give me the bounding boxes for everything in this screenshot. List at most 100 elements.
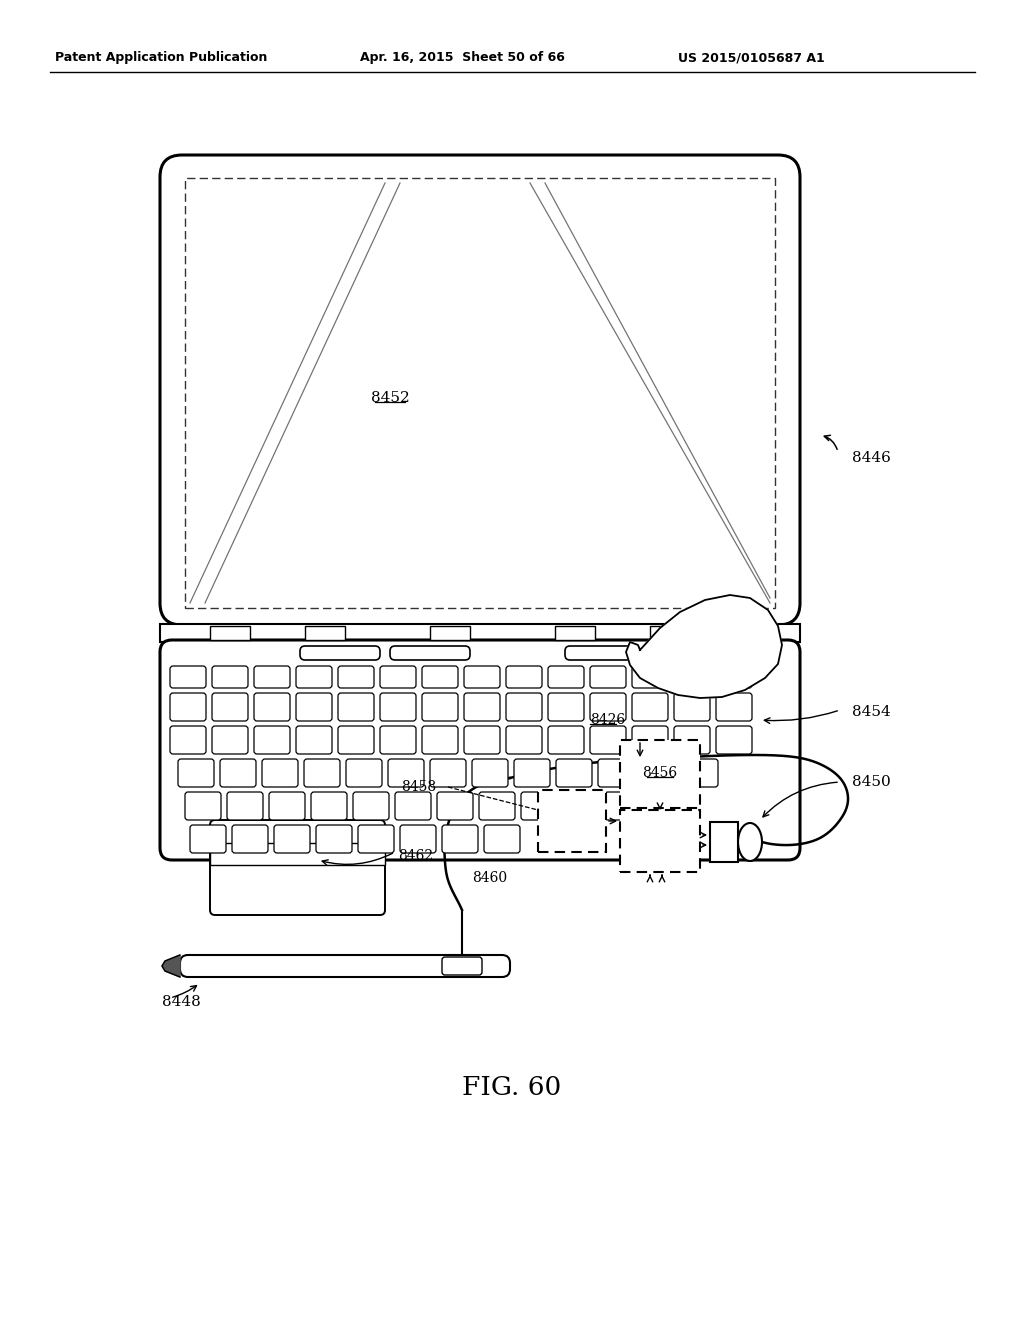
Bar <box>710 822 738 862</box>
Text: 8454: 8454 <box>852 705 891 719</box>
Polygon shape <box>626 595 782 698</box>
FancyBboxPatch shape <box>442 825 478 853</box>
FancyBboxPatch shape <box>296 726 332 754</box>
Text: FIG. 60: FIG. 60 <box>463 1074 561 1100</box>
FancyBboxPatch shape <box>682 759 718 787</box>
Text: Patent Application Publication: Patent Application Publication <box>55 51 267 65</box>
Text: 8446: 8446 <box>852 451 891 465</box>
FancyBboxPatch shape <box>422 667 458 688</box>
FancyBboxPatch shape <box>556 759 592 787</box>
FancyBboxPatch shape <box>563 792 599 820</box>
FancyBboxPatch shape <box>380 667 416 688</box>
FancyBboxPatch shape <box>170 726 206 754</box>
FancyBboxPatch shape <box>212 726 248 754</box>
FancyBboxPatch shape <box>590 667 626 688</box>
FancyBboxPatch shape <box>180 954 510 977</box>
FancyBboxPatch shape <box>269 792 305 820</box>
FancyBboxPatch shape <box>479 792 515 820</box>
FancyBboxPatch shape <box>170 667 206 688</box>
FancyBboxPatch shape <box>506 693 542 721</box>
FancyBboxPatch shape <box>660 645 705 660</box>
FancyBboxPatch shape <box>632 667 668 688</box>
FancyBboxPatch shape <box>716 726 752 754</box>
FancyBboxPatch shape <box>185 792 221 820</box>
FancyBboxPatch shape <box>346 759 382 787</box>
Text: 8462: 8462 <box>398 849 433 863</box>
Polygon shape <box>162 954 180 977</box>
Bar <box>620 810 700 873</box>
FancyBboxPatch shape <box>380 726 416 754</box>
FancyBboxPatch shape <box>514 759 550 787</box>
FancyBboxPatch shape <box>296 667 332 688</box>
Bar <box>555 626 595 640</box>
FancyBboxPatch shape <box>254 667 290 688</box>
Bar <box>538 789 606 851</box>
FancyBboxPatch shape <box>274 825 310 853</box>
FancyBboxPatch shape <box>674 726 710 754</box>
Bar <box>650 626 690 640</box>
FancyBboxPatch shape <box>160 640 800 861</box>
FancyBboxPatch shape <box>296 693 332 721</box>
FancyBboxPatch shape <box>380 693 416 721</box>
FancyBboxPatch shape <box>220 759 256 787</box>
FancyBboxPatch shape <box>170 693 206 721</box>
Text: 8456: 8456 <box>642 766 678 780</box>
FancyBboxPatch shape <box>464 726 500 754</box>
Bar <box>160 624 800 642</box>
Text: US 2015/0105687 A1: US 2015/0105687 A1 <box>678 51 824 65</box>
FancyBboxPatch shape <box>395 792 431 820</box>
FancyBboxPatch shape <box>160 154 800 624</box>
FancyBboxPatch shape <box>422 726 458 754</box>
FancyBboxPatch shape <box>254 693 290 721</box>
FancyBboxPatch shape <box>190 825 226 853</box>
Bar <box>185 178 775 609</box>
FancyBboxPatch shape <box>674 693 710 721</box>
FancyBboxPatch shape <box>311 792 347 820</box>
Text: 8460: 8460 <box>472 871 508 884</box>
FancyBboxPatch shape <box>358 825 394 853</box>
FancyBboxPatch shape <box>400 825 436 853</box>
FancyBboxPatch shape <box>212 667 248 688</box>
Ellipse shape <box>738 822 762 861</box>
FancyBboxPatch shape <box>464 667 500 688</box>
Bar <box>620 741 700 808</box>
FancyBboxPatch shape <box>304 759 340 787</box>
FancyBboxPatch shape <box>506 726 542 754</box>
FancyBboxPatch shape <box>716 667 752 688</box>
FancyBboxPatch shape <box>521 792 557 820</box>
FancyBboxPatch shape <box>227 792 263 820</box>
FancyBboxPatch shape <box>632 693 668 721</box>
Text: 8450: 8450 <box>852 775 891 789</box>
FancyBboxPatch shape <box>254 726 290 754</box>
FancyBboxPatch shape <box>548 693 584 721</box>
Bar <box>430 626 470 640</box>
Text: Apr. 16, 2015  Sheet 50 of 66: Apr. 16, 2015 Sheet 50 of 66 <box>360 51 565 65</box>
FancyBboxPatch shape <box>178 759 214 787</box>
FancyBboxPatch shape <box>437 792 473 820</box>
Text: 8452: 8452 <box>371 391 410 405</box>
FancyBboxPatch shape <box>232 825 268 853</box>
FancyBboxPatch shape <box>300 645 380 660</box>
FancyBboxPatch shape <box>640 759 676 787</box>
FancyBboxPatch shape <box>338 726 374 754</box>
FancyBboxPatch shape <box>212 693 248 721</box>
FancyBboxPatch shape <box>353 792 389 820</box>
FancyBboxPatch shape <box>548 726 584 754</box>
FancyBboxPatch shape <box>422 693 458 721</box>
FancyBboxPatch shape <box>464 693 500 721</box>
FancyBboxPatch shape <box>605 792 641 820</box>
FancyBboxPatch shape <box>262 759 298 787</box>
FancyBboxPatch shape <box>716 693 752 721</box>
FancyBboxPatch shape <box>430 759 466 787</box>
FancyBboxPatch shape <box>548 667 584 688</box>
FancyBboxPatch shape <box>632 726 668 754</box>
FancyBboxPatch shape <box>442 957 482 975</box>
Text: 8426: 8426 <box>590 713 625 727</box>
FancyBboxPatch shape <box>388 759 424 787</box>
FancyBboxPatch shape <box>338 693 374 721</box>
FancyBboxPatch shape <box>390 645 470 660</box>
FancyBboxPatch shape <box>506 667 542 688</box>
FancyBboxPatch shape <box>590 726 626 754</box>
FancyBboxPatch shape <box>472 759 508 787</box>
Bar <box>210 843 385 865</box>
